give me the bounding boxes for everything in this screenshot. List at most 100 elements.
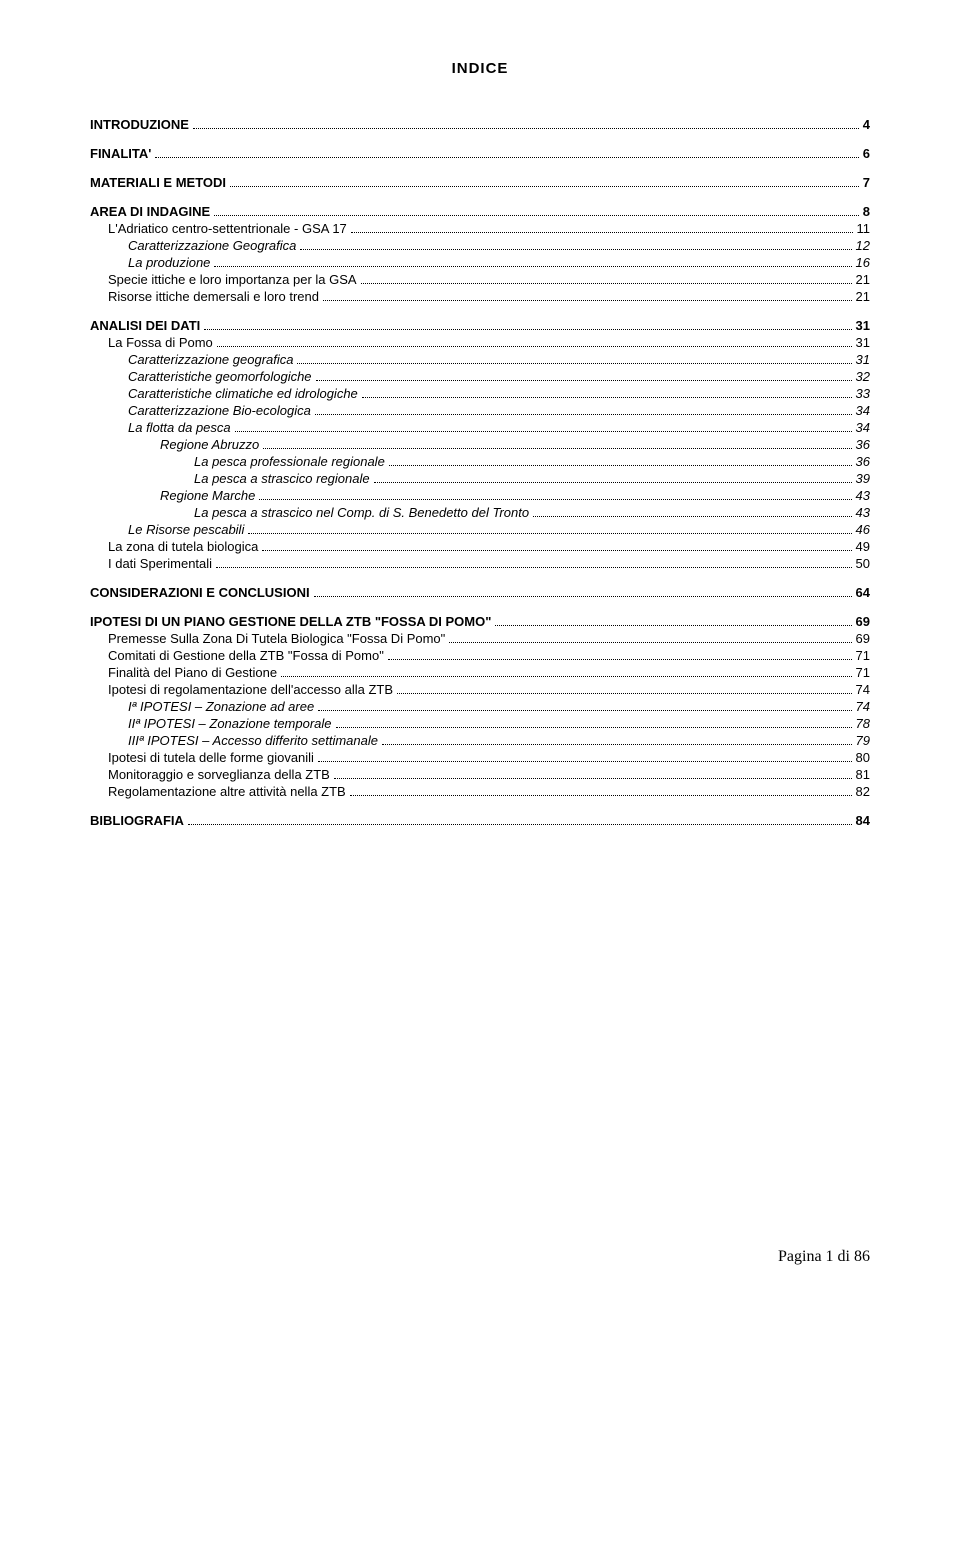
toc-page: 33: [856, 386, 870, 401]
toc-leader: [262, 550, 851, 551]
toc-entry: La produzione 16: [128, 255, 870, 270]
toc-page: 31: [856, 318, 870, 333]
toc-leader: [388, 659, 852, 660]
toc-leader: [193, 128, 859, 129]
toc-entry: IIIª IPOTESI – Accesso differito settima…: [128, 733, 870, 748]
toc-page: 31: [856, 335, 870, 350]
toc-page: 32: [856, 369, 870, 384]
toc-page: 12: [856, 238, 870, 253]
toc-entry: Ipotesi di tutela delle forme giovanili8…: [108, 750, 870, 765]
toc-leader: [204, 329, 851, 330]
toc-page: 49: [856, 539, 870, 554]
toc-page: 34: [856, 403, 870, 418]
toc-entry: L'Adriatico centro-settentrionale - GSA …: [108, 221, 870, 236]
toc-entry: La pesca professionale regionale36: [194, 454, 870, 469]
toc-leader: [318, 710, 851, 711]
toc-leader: [217, 346, 852, 347]
toc-entry: La zona di tutela biologica 49: [108, 539, 870, 554]
toc-leader: [214, 215, 859, 216]
toc-leader: [334, 778, 852, 779]
toc-entry: Finalità del Piano di Gestione71: [108, 665, 870, 680]
toc-label: La pesca a strascico nel Comp. di S. Ben…: [194, 505, 529, 520]
toc-label: ANALISI DEI DATI: [90, 318, 200, 333]
toc-leader: [259, 499, 851, 500]
toc-label: Caratterizzazione Bio-ecologica: [128, 403, 311, 418]
toc-label: FINALITA': [90, 146, 151, 161]
toc-page: 80: [856, 750, 870, 765]
toc-page: 69: [856, 614, 870, 629]
toc-label: INTRODUZIONE: [90, 117, 189, 132]
toc-label: La zona di tutela biologica: [108, 539, 258, 554]
toc-leader: [214, 266, 851, 267]
toc-leader: [188, 824, 852, 825]
toc-leader: [449, 642, 851, 643]
toc-label: Regolamentazione altre attività nella ZT…: [108, 784, 346, 799]
toc-leader: [361, 283, 852, 284]
toc-page: 69: [856, 631, 870, 646]
toc-leader: [216, 567, 851, 568]
toc-label: Ipotesi di regolamentazione dell'accesso…: [108, 682, 393, 697]
toc-entry: Caratterizzazione geografica31: [128, 352, 870, 367]
toc-leader: [155, 157, 858, 158]
toc-leader: [297, 363, 851, 364]
toc-leader: [235, 431, 852, 432]
toc-entry: La pesca a strascico nel Comp. di S. Ben…: [194, 505, 870, 520]
toc-leader: [336, 727, 852, 728]
toc-page: 43: [856, 505, 870, 520]
toc-label: Finalità del Piano di Gestione: [108, 665, 277, 680]
toc-entry: Ipotesi di regolamentazione dell'accesso…: [108, 682, 870, 697]
table-of-contents: INTRODUZIONE4FINALITA'6MATERIALI E METOD…: [90, 117, 870, 828]
toc-leader: [316, 380, 852, 381]
toc-page: 36: [856, 437, 870, 452]
toc-label: Caratteristiche climatiche ed idrologich…: [128, 386, 358, 401]
toc-label: I dati Sperimentali: [108, 556, 212, 571]
toc-label: AREA DI INDAGINE: [90, 204, 210, 219]
toc-label: Specie ittiche e loro importanza per la …: [108, 272, 357, 287]
toc-entry: Le Risorse pescabili46: [128, 522, 870, 537]
toc-label: IPOTESI DI UN PIANO GESTIONE DELLA ZTB "…: [90, 614, 491, 629]
toc-page: 11: [857, 221, 871, 236]
toc-leader: [495, 625, 851, 626]
toc-page: 50: [856, 556, 870, 571]
toc-page: 21: [856, 289, 870, 304]
toc-label: BIBLIOGRAFIA: [90, 813, 184, 828]
toc-label: Regione Marche: [160, 488, 255, 503]
toc-entry: IPOTESI DI UN PIANO GESTIONE DELLA ZTB "…: [90, 614, 870, 629]
toc-entry: MATERIALI E METODI7: [90, 175, 870, 190]
toc-page: 16: [856, 255, 870, 270]
toc-entry: Regione Marche43: [160, 488, 870, 503]
toc-entry: La Fossa di Pomo31: [108, 335, 870, 350]
toc-entry: INTRODUZIONE4: [90, 117, 870, 132]
toc-entry: La flotta da pesca34: [128, 420, 870, 435]
toc-leader: [374, 482, 852, 483]
toc-entry: ANALISI DEI DATI 31: [90, 318, 870, 333]
toc-label: La produzione: [128, 255, 210, 270]
toc-leader: [323, 300, 852, 301]
toc-entry: Caratterizzazione Geografica 12: [128, 238, 870, 253]
toc-page: 34: [856, 420, 870, 435]
toc-label: Monitoraggio e sorveglianza della ZTB: [108, 767, 330, 782]
toc-entry: Iª IPOTESI – Zonazione ad aree74: [128, 699, 870, 714]
toc-entry: Specie ittiche e loro importanza per la …: [108, 272, 870, 287]
toc-leader: [382, 744, 852, 745]
page-title: INDICE: [90, 60, 870, 77]
toc-leader: [389, 465, 852, 466]
toc-leader: [230, 186, 859, 187]
toc-leader: [315, 414, 852, 415]
toc-leader: [263, 448, 851, 449]
toc-entry: Regione Abruzzo36: [160, 437, 870, 452]
toc-entry: CONSIDERAZIONI E CONCLUSIONI64: [90, 585, 870, 600]
toc-page: 7: [863, 175, 870, 190]
toc-entry: AREA DI INDAGINE8: [90, 204, 870, 219]
toc-leader: [351, 232, 853, 233]
toc-page: 79: [856, 733, 870, 748]
toc-leader: [300, 249, 851, 250]
page-footer: Pagina 1 di 86: [90, 1248, 870, 1266]
toc-label: Caratterizzazione Geografica: [128, 238, 296, 253]
toc-leader: [314, 596, 852, 597]
toc-label: Iª IPOTESI – Zonazione ad aree: [128, 699, 314, 714]
toc-page: 71: [856, 648, 870, 663]
toc-page: 78: [856, 716, 870, 731]
toc-entry: Premesse Sulla Zona Di Tutela Biologica …: [108, 631, 870, 646]
toc-label: La pesca professionale regionale: [194, 454, 385, 469]
